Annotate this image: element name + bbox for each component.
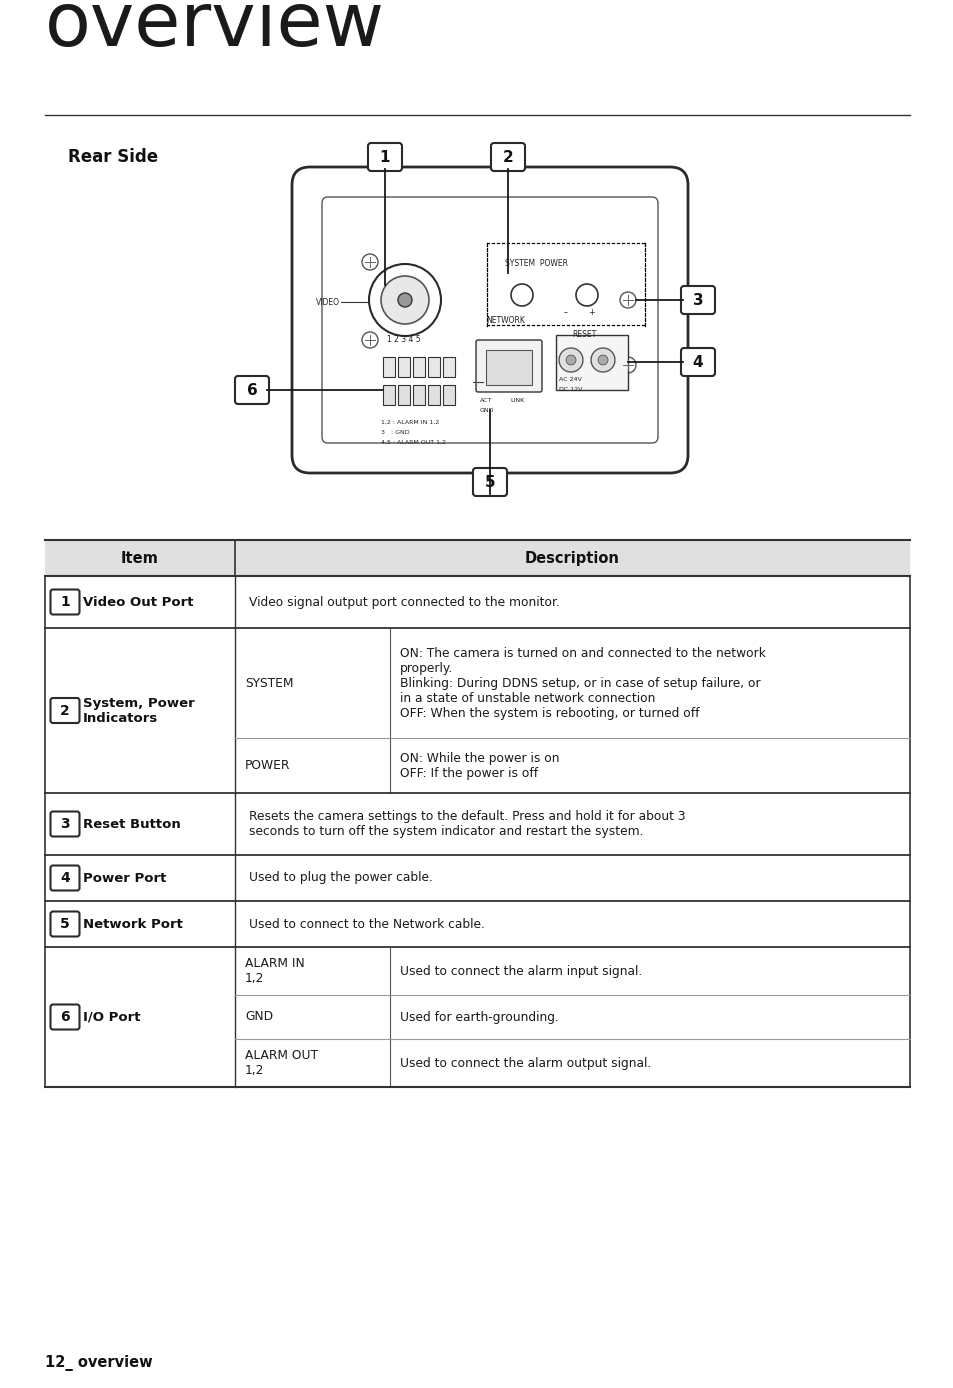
Circle shape — [619, 291, 636, 308]
Circle shape — [361, 332, 377, 348]
FancyBboxPatch shape — [292, 167, 687, 473]
Circle shape — [361, 254, 377, 271]
Bar — [428, 357, 439, 378]
Text: 1: 1 — [379, 150, 390, 165]
Text: Item: Item — [121, 551, 159, 565]
FancyBboxPatch shape — [473, 468, 506, 496]
Text: 6: 6 — [247, 383, 257, 397]
Circle shape — [558, 348, 582, 372]
Text: DC 12V: DC 12V — [558, 387, 581, 391]
Text: SYSTEM: SYSTEM — [245, 676, 294, 690]
Text: 5: 5 — [484, 475, 495, 490]
FancyBboxPatch shape — [680, 348, 714, 376]
Text: RESET: RESET — [572, 330, 596, 339]
FancyBboxPatch shape — [680, 286, 714, 314]
Text: overview: overview — [45, 0, 385, 62]
Text: ON: The camera is turned on and connected to the network
properly.
Blinking: Dur: ON: The camera is turned on and connecte… — [399, 647, 765, 719]
FancyBboxPatch shape — [368, 143, 401, 171]
Text: System, Power
Indicators: System, Power Indicators — [83, 697, 194, 725]
Bar — [384, 384, 394, 396]
Text: Rear Side: Rear Side — [68, 149, 158, 167]
Text: Used to connect the alarm input signal.: Used to connect the alarm input signal. — [399, 965, 641, 977]
Bar — [428, 384, 439, 405]
Text: 12_ overview: 12_ overview — [45, 1355, 152, 1371]
Bar — [45, 540, 909, 576]
Circle shape — [598, 355, 607, 365]
Text: Video Out Port: Video Out Port — [83, 595, 193, 608]
Circle shape — [511, 285, 533, 305]
Bar — [442, 357, 455, 378]
Text: GND: GND — [245, 1010, 273, 1023]
FancyBboxPatch shape — [491, 143, 524, 171]
Circle shape — [590, 348, 615, 372]
Text: I/O Port: I/O Port — [83, 1010, 140, 1023]
Circle shape — [369, 264, 440, 336]
Bar — [442, 384, 455, 405]
Bar — [382, 384, 395, 405]
Text: 1,2 : ALARM IN 1,2: 1,2 : ALARM IN 1,2 — [380, 421, 438, 425]
Text: Video signal output port connected to the monitor.: Video signal output port connected to th… — [249, 595, 559, 608]
FancyBboxPatch shape — [322, 197, 658, 443]
Bar — [413, 384, 424, 405]
Text: 4: 4 — [60, 872, 70, 886]
FancyBboxPatch shape — [476, 340, 541, 391]
FancyBboxPatch shape — [51, 866, 79, 891]
Text: 3: 3 — [60, 818, 70, 831]
Text: 4,5 : ALARM OUT 1,2: 4,5 : ALARM OUT 1,2 — [380, 440, 446, 446]
Text: 3   : GND: 3 : GND — [380, 430, 409, 434]
Bar — [398, 384, 409, 396]
Text: AC 24V: AC 24V — [558, 378, 581, 382]
Circle shape — [565, 355, 576, 365]
Circle shape — [619, 357, 636, 373]
Circle shape — [380, 276, 429, 323]
FancyBboxPatch shape — [51, 698, 79, 723]
Bar — [429, 384, 438, 396]
Text: Used for earth-grounding.: Used for earth-grounding. — [399, 1010, 558, 1023]
Text: 3: 3 — [692, 293, 702, 308]
Text: 2: 2 — [502, 150, 513, 165]
Text: 1: 1 — [60, 595, 70, 609]
Bar — [556, 335, 627, 390]
Text: ALARM OUT
1,2: ALARM OUT 1,2 — [245, 1049, 317, 1077]
Text: ON: While the power is on
OFF: If the power is off: ON: While the power is on OFF: If the po… — [399, 751, 558, 780]
Text: 2: 2 — [60, 704, 70, 718]
Text: Used to connect the alarm output signal.: Used to connect the alarm output signal. — [399, 1056, 651, 1070]
Text: POWER: POWER — [245, 759, 290, 772]
FancyBboxPatch shape — [51, 1005, 79, 1030]
Bar — [485, 350, 532, 384]
Text: ALARM IN
1,2: ALARM IN 1,2 — [245, 956, 304, 985]
Text: –         +: – + — [563, 308, 595, 316]
Bar — [414, 384, 423, 396]
Bar — [397, 384, 410, 405]
Text: Power Port: Power Port — [83, 872, 166, 884]
Text: LINK: LINK — [510, 398, 524, 403]
Text: VIDEO: VIDEO — [315, 297, 339, 307]
Text: Resets the camera settings to the default. Press and hold it for about 3
seconds: Resets the camera settings to the defaul… — [249, 811, 685, 838]
Circle shape — [397, 293, 412, 307]
FancyBboxPatch shape — [234, 376, 269, 404]
Circle shape — [578, 340, 592, 354]
FancyBboxPatch shape — [51, 812, 79, 837]
FancyBboxPatch shape — [51, 590, 79, 615]
Text: 1 2 3 4 5: 1 2 3 4 5 — [387, 335, 420, 344]
Text: 6: 6 — [60, 1010, 70, 1024]
Bar — [443, 384, 454, 396]
Bar — [397, 357, 410, 378]
Bar — [382, 357, 395, 378]
Text: Description: Description — [524, 551, 619, 565]
Text: GND: GND — [479, 408, 494, 414]
Text: Reset Button: Reset Button — [83, 818, 180, 830]
Bar — [413, 357, 424, 378]
Text: ACT: ACT — [479, 398, 492, 403]
FancyBboxPatch shape — [51, 912, 79, 937]
Text: Used to plug the power cable.: Used to plug the power cable. — [249, 872, 433, 884]
Text: NETWORK: NETWORK — [485, 316, 524, 325]
Text: Network Port: Network Port — [83, 917, 183, 930]
Text: 5: 5 — [60, 917, 70, 931]
Circle shape — [576, 285, 598, 305]
Text: 4: 4 — [692, 354, 702, 369]
Text: Used to connect to the Network cable.: Used to connect to the Network cable. — [249, 917, 484, 930]
Text: SYSTEM  POWER: SYSTEM POWER — [504, 260, 567, 268]
